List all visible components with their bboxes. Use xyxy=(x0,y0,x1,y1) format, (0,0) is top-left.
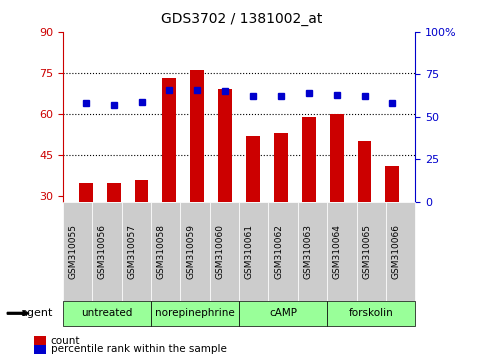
Text: GSM310065: GSM310065 xyxy=(362,224,371,279)
Text: GSM310060: GSM310060 xyxy=(215,224,225,279)
Text: GDS3702 / 1381002_at: GDS3702 / 1381002_at xyxy=(161,12,322,27)
Text: agent: agent xyxy=(21,308,53,318)
Bar xyxy=(246,136,260,202)
Bar xyxy=(135,180,148,202)
Text: cAMP: cAMP xyxy=(269,308,297,318)
Text: forskolin: forskolin xyxy=(349,308,394,318)
Text: GSM310061: GSM310061 xyxy=(245,224,254,279)
Bar xyxy=(107,183,121,202)
Text: GSM310066: GSM310066 xyxy=(392,224,401,279)
Text: GSM310062: GSM310062 xyxy=(274,224,283,279)
Bar xyxy=(385,166,399,202)
Text: GSM310063: GSM310063 xyxy=(303,224,313,279)
Text: GSM310055: GSM310055 xyxy=(69,224,77,279)
Text: count: count xyxy=(51,336,80,346)
Bar xyxy=(357,142,371,202)
Bar xyxy=(79,183,93,202)
Bar xyxy=(162,79,176,202)
Text: GSM310056: GSM310056 xyxy=(98,224,107,279)
Bar xyxy=(330,114,343,202)
Text: untreated: untreated xyxy=(81,308,132,318)
Text: GSM310064: GSM310064 xyxy=(333,224,342,279)
Bar xyxy=(274,133,288,202)
Text: percentile rank within the sample: percentile rank within the sample xyxy=(51,344,227,354)
Text: GSM310057: GSM310057 xyxy=(127,224,136,279)
Bar xyxy=(218,90,232,202)
Text: norepinephrine: norepinephrine xyxy=(155,308,235,318)
Bar xyxy=(190,70,204,202)
Text: GSM310058: GSM310058 xyxy=(156,224,166,279)
Text: GSM310059: GSM310059 xyxy=(186,224,195,279)
Bar xyxy=(302,117,316,202)
